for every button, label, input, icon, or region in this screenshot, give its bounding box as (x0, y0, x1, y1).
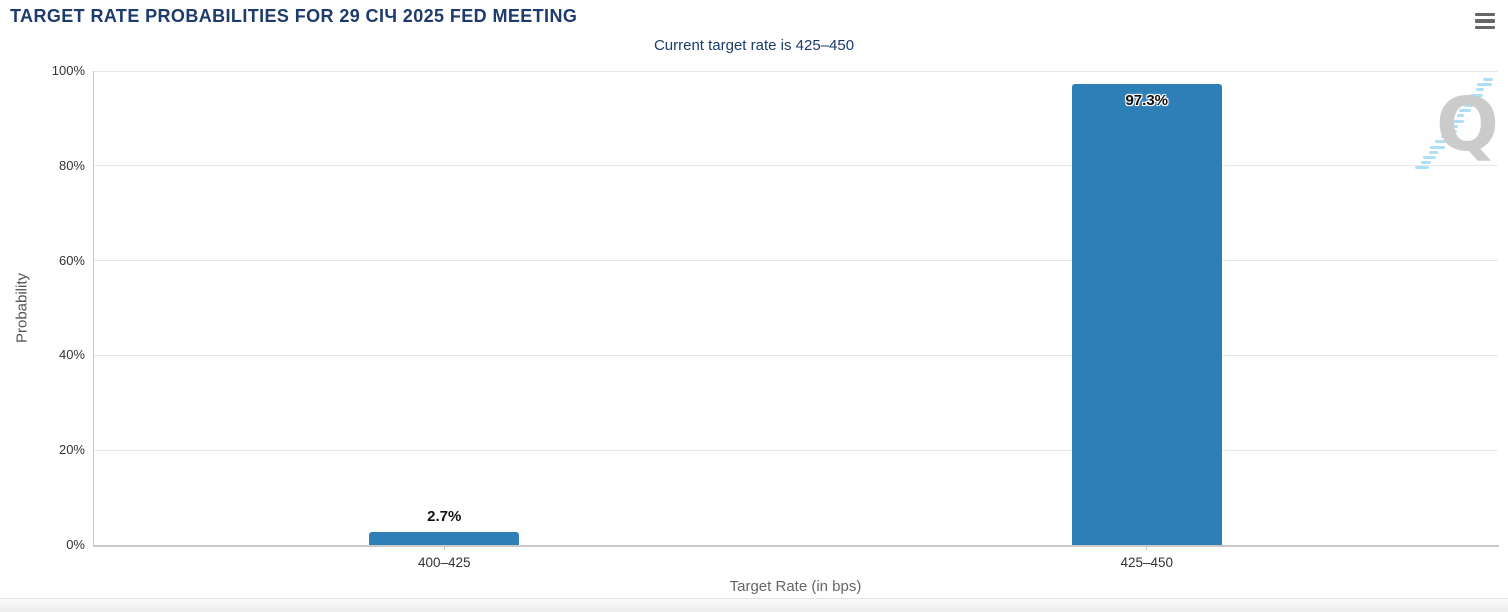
hamburger-menu-icon[interactable] (1475, 10, 1497, 32)
gridline (93, 354, 1498, 356)
chart-subtitle: Current target rate is 425–450 (653, 37, 855, 54)
gridline (93, 260, 1498, 262)
bar-value-label: 97.3% (1125, 91, 1169, 109)
gridline (93, 165, 1498, 167)
y-axis-tick-label: 100% (51, 63, 85, 78)
chart-title: TARGET RATE PROBABILITIES FOR 29 СІЧ 202… (10, 6, 578, 26)
y-axis-tick-label: 0% (66, 537, 85, 552)
x-axis-tick (443, 545, 445, 550)
gridline (93, 449, 1498, 451)
bar-2[interactable] (1071, 83, 1222, 545)
x-axis-tick (1146, 545, 1148, 550)
x-axis-category-label: 400–425 (417, 555, 471, 570)
gridline (93, 70, 1498, 72)
bar-value-label: 2.7% (427, 508, 462, 526)
x-axis-title: Target Rate (in bps) (729, 578, 862, 595)
bar-1[interactable] (369, 532, 520, 545)
hamburger-bar (1475, 19, 1495, 23)
y-axis-title: Probability (13, 272, 31, 344)
x-axis-category-label: 425–450 (1120, 555, 1174, 570)
footer-strip (0, 598, 1508, 612)
y-axis-tick-label: 80% (58, 157, 85, 173)
y-axis-tick-label: 60% (58, 252, 85, 268)
hamburger-bar (1475, 12, 1495, 17)
y-axis-tick-label: 20% (58, 442, 85, 458)
hamburger-bar (1475, 25, 1495, 30)
y-axis-tick-label: 40% (58, 347, 85, 363)
plot-area (93, 71, 1499, 547)
